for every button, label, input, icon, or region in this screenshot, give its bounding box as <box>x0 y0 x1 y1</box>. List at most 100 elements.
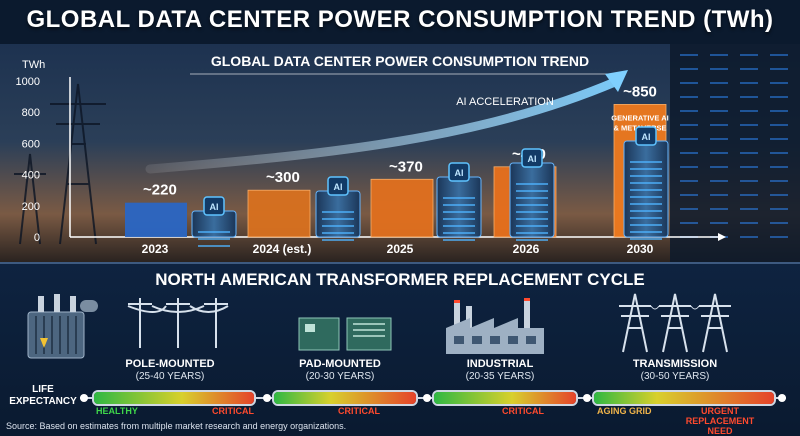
utility-pole-icon <box>127 298 229 348</box>
life-expectancy-label: LIFE EXPECTANCY <box>9 384 77 407</box>
power-chart: GLOBAL DATA CENTER POWER CONSUMPTION TRE… <box>14 44 800 262</box>
server-slot <box>516 211 548 213</box>
category-pole-mounted: POLE-MOUNTED <box>125 358 215 370</box>
server-light <box>680 82 698 84</box>
server-light <box>680 54 698 56</box>
server-slot <box>322 211 354 213</box>
ai-chip-label: AI <box>455 168 464 178</box>
server-light <box>710 110 728 112</box>
transformer-section-title: NORTH AMERICAN TRANSFORMER REPLACEMENT C… <box>155 270 645 289</box>
bar-2025 <box>370 178 434 238</box>
server-light <box>710 194 728 196</box>
server-slot <box>516 204 548 206</box>
server-slot <box>516 197 548 199</box>
category-industrial: INDUSTRIAL <box>466 358 534 370</box>
server-light <box>710 54 728 56</box>
server-light <box>770 152 788 154</box>
server-light <box>710 152 728 154</box>
server-light <box>710 166 728 168</box>
category-industrial-years: (20-35 YEARS) <box>465 371 535 382</box>
server-light <box>680 180 698 182</box>
server-slot <box>630 217 662 219</box>
x-axis-arrow-icon <box>718 233 726 241</box>
server-slot <box>516 232 548 234</box>
x-tick-label: 2023 <box>142 242 169 256</box>
server-light <box>740 180 758 182</box>
server-light <box>740 68 758 70</box>
server-slot <box>443 239 475 241</box>
server-light <box>740 82 758 84</box>
server-slot <box>516 239 548 241</box>
server-light <box>770 236 788 238</box>
server-light <box>680 138 698 140</box>
server-slot <box>630 238 662 240</box>
category-transmission-years: (30-50 YEARS) <box>640 371 710 382</box>
server-light <box>770 124 788 126</box>
category-pad-mounted: PAD-MOUNTED <box>299 358 381 370</box>
server-tower-icon <box>315 190 361 238</box>
y-tick-label: 800 <box>22 107 40 119</box>
status-critical: CRITICAL <box>338 406 380 416</box>
server-light <box>740 222 758 224</box>
industrial-life-bar <box>432 390 578 406</box>
server-light <box>770 194 788 196</box>
transmission-life-bar <box>592 390 776 406</box>
bar-value-label: ~850 <box>623 83 657 100</box>
main-title: GLOBAL DATA CENTER POWER CONSUMPTION TRE… <box>26 6 774 33</box>
timeline-dot <box>778 394 786 402</box>
y-tick-label: 1000 <box>16 76 40 88</box>
server-slot <box>630 203 662 205</box>
server-slot <box>630 196 662 198</box>
ai-acceleration-label: AI ACCELERATION <box>456 96 554 108</box>
category-pole-mounted-years: (25-40 YEARS) <box>135 371 205 382</box>
server-light <box>710 222 728 224</box>
server-light <box>680 222 698 224</box>
factory-icon <box>446 298 544 354</box>
server-light <box>680 166 698 168</box>
bar-value-label: ~300 <box>266 169 300 186</box>
server-light <box>680 194 698 196</box>
server-light <box>710 124 728 126</box>
server-light <box>710 180 728 182</box>
timeline-dot <box>583 394 591 402</box>
chart-title: GLOBAL DATA CENTER POWER CONSUMPTION TRE… <box>211 53 589 69</box>
server-slot <box>443 204 475 206</box>
server-slot <box>630 161 662 163</box>
server-light <box>680 96 698 98</box>
server-light <box>740 54 758 56</box>
server-light <box>770 96 788 98</box>
server-light <box>710 96 728 98</box>
server-light <box>680 152 698 154</box>
ai-chip-label: AI <box>210 202 219 212</box>
transmission-tower-icon <box>619 293 731 353</box>
server-slot <box>322 218 354 220</box>
server-light <box>710 138 728 140</box>
pad-mounted-life-bar <box>272 390 418 406</box>
ai-chip-label: AI <box>334 182 343 192</box>
ai-chip-label: AI <box>642 132 651 142</box>
annotation-box-label: GENERATIVE AI <box>611 113 669 122</box>
x-tick-label: 2026 <box>513 242 540 256</box>
server-slot <box>198 238 230 240</box>
server-light <box>740 110 758 112</box>
server-light <box>710 208 728 210</box>
chart-panel: GLOBAL DATA CENTER POWER CONSUMPTION TRE… <box>0 44 800 262</box>
server-light <box>770 138 788 140</box>
bar-value-label: ~370 <box>389 158 423 175</box>
arrow-head-icon <box>605 70 628 92</box>
server-slot <box>443 232 475 234</box>
server-slot <box>630 175 662 177</box>
y-tick-label: 0 <box>34 232 40 244</box>
bar-value-label: ~220 <box>143 182 177 199</box>
server-slot <box>198 231 230 233</box>
server-slot <box>516 218 548 220</box>
server-light <box>770 208 788 210</box>
timeline-dot <box>263 394 271 402</box>
server-light <box>770 222 788 224</box>
server-slot <box>322 232 354 234</box>
ai-chip-icon <box>203 196 225 216</box>
server-light <box>680 124 698 126</box>
tower-silhouette-icon <box>14 83 106 245</box>
x-axis: 2023 2024 (est.) 2025 2026 2030 <box>142 242 654 256</box>
server-slot <box>630 210 662 212</box>
